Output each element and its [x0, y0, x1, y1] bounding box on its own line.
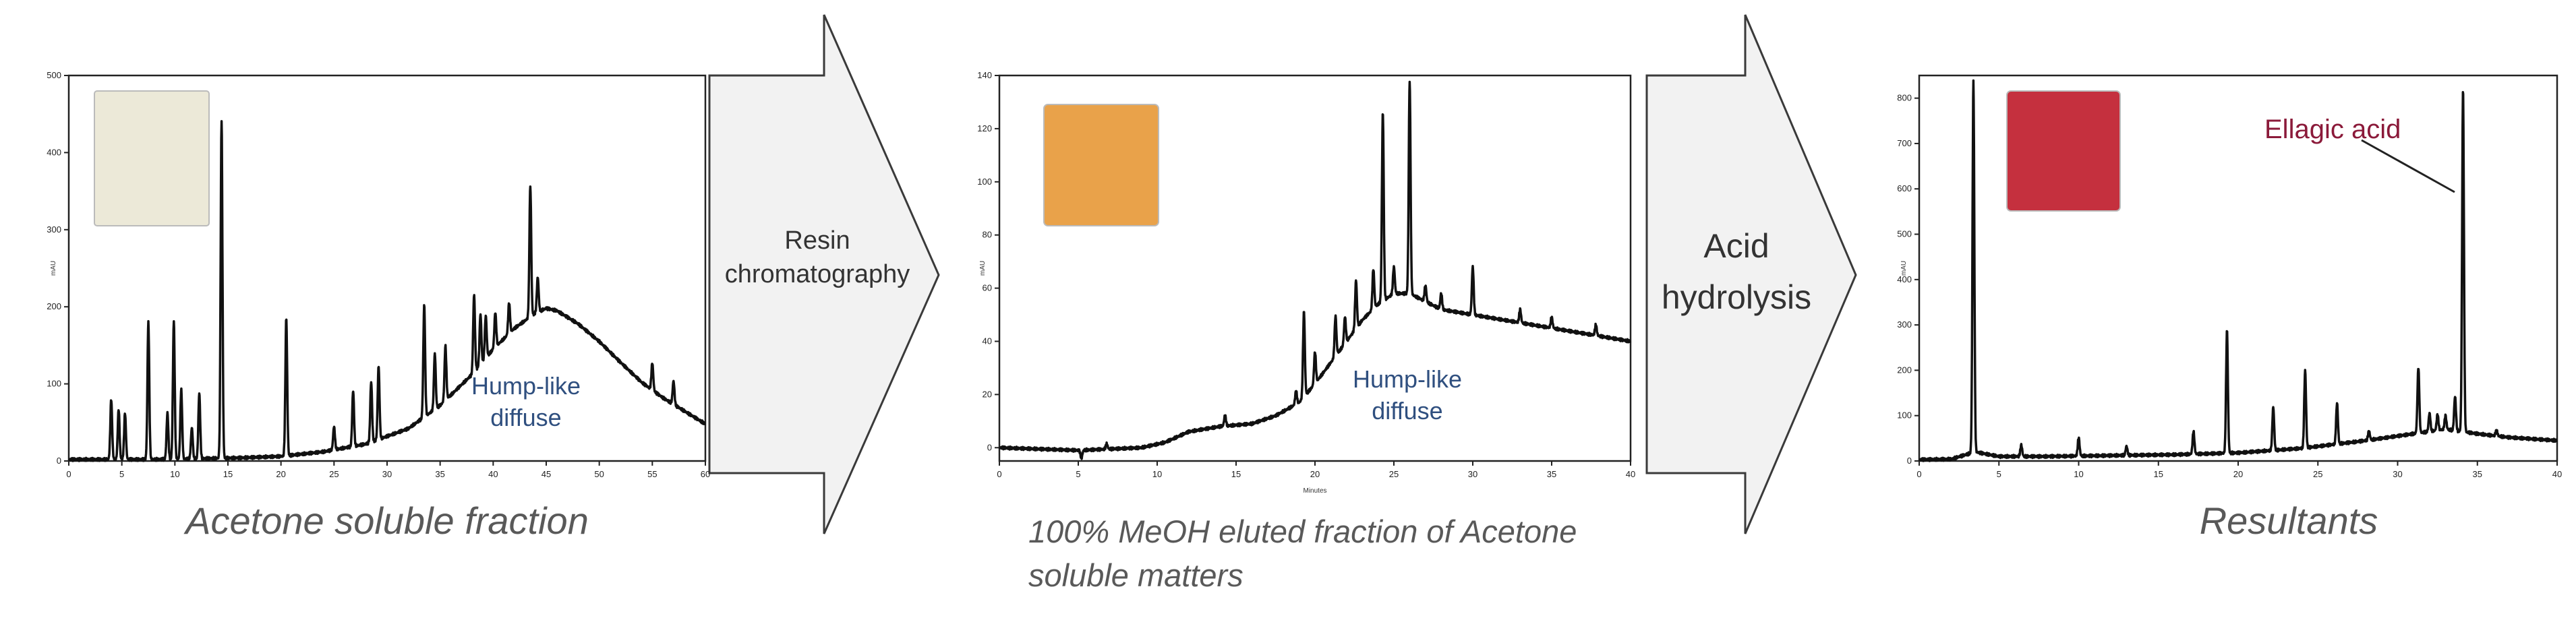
y-tick-label: 400	[1897, 274, 1912, 284]
x-tick-label: 25	[1389, 469, 1399, 479]
x-tick-label: 25	[2313, 469, 2322, 479]
x-tick-label: 5	[119, 469, 124, 479]
x-tick-label: 45	[541, 469, 551, 479]
x-tick-label: 25	[329, 469, 339, 479]
y-tick-label: 120	[977, 123, 992, 133]
chromatogram-panel-meoh: 0 5 10 15 20 25 30 35 40 0 20 40 60 80 100 120 140 Hump-…	[977, 70, 1635, 593]
y-tick-label: 0	[987, 442, 992, 452]
x-tick-label: 30	[382, 469, 392, 479]
y-axis-label: mAU	[1900, 261, 1908, 276]
annotation-leader-line	[2361, 139, 2455, 193]
x-tick-label: 20	[2233, 469, 2243, 479]
caption-line-1: 100% MeOH eluted fraction of Acetone	[1028, 514, 1577, 549]
arrow-label-1-line-1: Resin	[784, 226, 850, 255]
x-tick-label: 15	[2154, 469, 2163, 479]
x-tick-label: 10	[170, 469, 179, 479]
y-tick-label: 100	[1897, 410, 1912, 421]
x-tick-label: 5	[1076, 469, 1080, 479]
y-tick-label: 20	[983, 389, 992, 399]
y-tick-label: 300	[47, 224, 61, 235]
arrow-label-1-line-2: chromatography	[725, 260, 910, 288]
process-arrow-1: Resin chromatography	[708, 14, 940, 534]
sample-photo-bottle-orange	[1043, 104, 1159, 226]
x-tick-label: 15	[223, 469, 233, 479]
caption-line-1: Acetone soluble fraction	[183, 499, 589, 542]
y-tick-label: 600	[1897, 183, 1912, 193]
y-tick-label: 140	[977, 70, 992, 80]
x-tick-label: 50	[594, 469, 604, 479]
annotation-line-1: Hump-like	[1353, 365, 1462, 393]
chart-axes: 0 5 10 15 20 25 30 35 40 45 50 55 60 0 100 200 300 400 500	[47, 70, 710, 479]
chromatogram-trace	[998, 80, 1632, 460]
x-tick-label: 35	[2473, 469, 2482, 479]
x-tick-label: 10	[2074, 469, 2083, 479]
x-tick-label: 30	[2393, 469, 2402, 479]
x-tick-label: 30	[1468, 469, 1477, 479]
x-tick-label: 55	[647, 469, 657, 479]
y-tick-label: 200	[47, 301, 61, 311]
x-axis-label: Minutes	[1303, 487, 1326, 495]
x-tick-label: 40	[488, 469, 498, 479]
y-axis-label: mAU	[50, 261, 57, 276]
x-tick-label: 40	[1626, 469, 1635, 479]
chromatogram-trace	[67, 120, 707, 462]
y-tick-label: 100	[977, 177, 992, 187]
x-tick-label: 40	[2552, 469, 2562, 479]
chromatogram-panel-resultants: 0 5 10 15 20 25 30 35 40010020030040050060070080…	[1897, 74, 2562, 542]
annotation-line-1: Ellagic acid	[2264, 115, 2401, 144]
caption-line-1: Resultants	[2200, 499, 2378, 542]
x-tick-label: 0	[1916, 469, 1921, 479]
y-tick-label: 40	[983, 336, 992, 346]
y-tick-label: 500	[47, 70, 61, 80]
y-tick-label: 300	[1897, 319, 1912, 330]
y-tick-label: 800	[1897, 93, 1912, 103]
chart-axes: 0 5 10 15 20 25 30 35 40010020030040050060070080…	[1897, 93, 2562, 479]
annotation-line-1: Hump-like	[471, 372, 581, 400]
x-tick-label: 35	[1547, 469, 1556, 479]
y-tick-label: 60	[983, 283, 992, 293]
sample-photo-bottle-red	[2006, 90, 2121, 212]
caption-line-2: soluble matters	[1028, 557, 1243, 593]
arrow-shape-2	[1645, 14, 1857, 534]
x-tick-label: 10	[1152, 469, 1162, 479]
y-tick-label: 500	[1897, 229, 1912, 239]
x-tick-label: 20	[1310, 469, 1320, 479]
x-tick-label: 5	[1997, 469, 2001, 479]
y-tick-label: 200	[1897, 365, 1912, 375]
sample-photo-test-tube	[94, 90, 210, 226]
y-tick-label: 80	[983, 230, 992, 240]
x-tick-label: 0	[66, 469, 71, 479]
y-tick-label: 100	[47, 379, 61, 389]
chart-axes: 0 5 10 15 20 25 30 35 40 0 20 40 60 80 100 120 140	[977, 70, 1635, 479]
y-tick-label: 700	[1897, 138, 1912, 148]
annotation-line-2: diffuse	[1372, 397, 1442, 425]
arrow-label-2-line-2: hydrolysis	[1662, 278, 1811, 316]
x-tick-label: 35	[435, 469, 444, 479]
chromatogram-panel-acetone: 0 5 10 15 20 25 30 35 40 45 50 55 60 0 100 200 300 400 500…	[47, 70, 710, 542]
x-tick-label: 20	[276, 469, 285, 479]
x-tick-label: 60	[701, 469, 710, 479]
arrow-label-2-line-1: Acid	[1703, 227, 1769, 265]
y-tick-label: 0	[57, 456, 61, 466]
x-tick-label: 0	[997, 469, 1001, 479]
y-axis-label: mAU	[979, 261, 987, 276]
y-tick-label: 400	[47, 147, 61, 157]
arrow-shape-1	[708, 14, 940, 534]
annotation-line-2: diffuse	[490, 404, 561, 431]
process-arrow-2: Acid hydrolysis	[1645, 14, 1857, 534]
chromatogram-trace	[1918, 79, 2558, 462]
x-tick-label: 15	[1231, 469, 1241, 479]
y-tick-label: 0	[1907, 456, 1912, 466]
